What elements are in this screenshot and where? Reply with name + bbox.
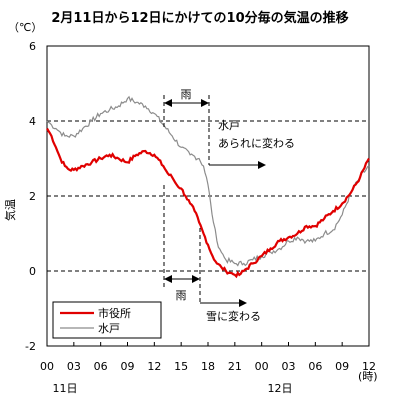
y-tick-label: 6 [29,40,36,53]
annotations: 雨 水戸 あられに変わる 雨 雪に変わる [163,88,295,323]
y-tick-label: 4 [29,115,36,128]
y-axis-unit: （℃） [8,21,42,34]
x-tick-label: 15 [174,360,188,373]
y-tick-label: 2 [29,190,36,203]
series-line-mito [46,95,370,267]
series-line-city-office [46,127,370,279]
x-axis-ticks: 00 03 06 09 12 15 18 21 00 03 06 09 12 [40,342,376,373]
legend-box [52,301,162,339]
rain-top-arrowhead-left [164,99,172,107]
rain-top-label: 雨 [181,88,192,101]
mito-hail-label-line2: あられに変わる [218,136,295,150]
legend-label-city-office: 市役所 [98,306,131,320]
x-tick-label: 06 [308,360,322,373]
x-tick-label: 09 [121,360,135,373]
rain-bottom-arrowhead-left [164,275,172,283]
y-tick-label: 0 [29,265,36,278]
snow-label: 雪に変わる [206,309,261,323]
x-tick-label: 03 [67,360,81,373]
y-tick-label: -2 [25,340,36,353]
x-tick-label: 21 [228,360,242,373]
chart-title: 2月11日から12日にかけての10分毎の気温の推移 [51,10,348,26]
day-label-12: 12日 [268,382,293,395]
rain-bottom-arrowhead-right [192,275,200,283]
legend: 市役所 水戸 [52,301,162,339]
day-label-11: 11日 [53,382,78,395]
x-tick-label: 00 [255,360,269,373]
gridlines [47,120,369,272]
x-tick-label: 06 [94,360,108,373]
x-axis-unit: (時) [358,370,378,383]
x-tick-label: 03 [282,360,296,373]
x-tick-label: 18 [201,360,215,373]
mito-hail-label-line1: 水戸 [218,119,240,132]
y-axis-label: 気温 [3,199,17,221]
rain-bottom-label: 雨 [176,289,187,302]
mito-hail-arrowhead [258,161,266,169]
snow-arrowhead [239,299,247,307]
x-tick-label: 00 [40,360,54,373]
legend-label-mito: 水戸 [98,322,120,335]
x-tick-label: 12 [362,360,376,373]
rain-top-arrowhead-right [201,99,209,107]
x-tick-label: 12 [147,360,161,373]
x-tick-label: 09 [335,360,349,373]
y-axis-ticks: 6 4 2 0 -2 [25,40,36,353]
